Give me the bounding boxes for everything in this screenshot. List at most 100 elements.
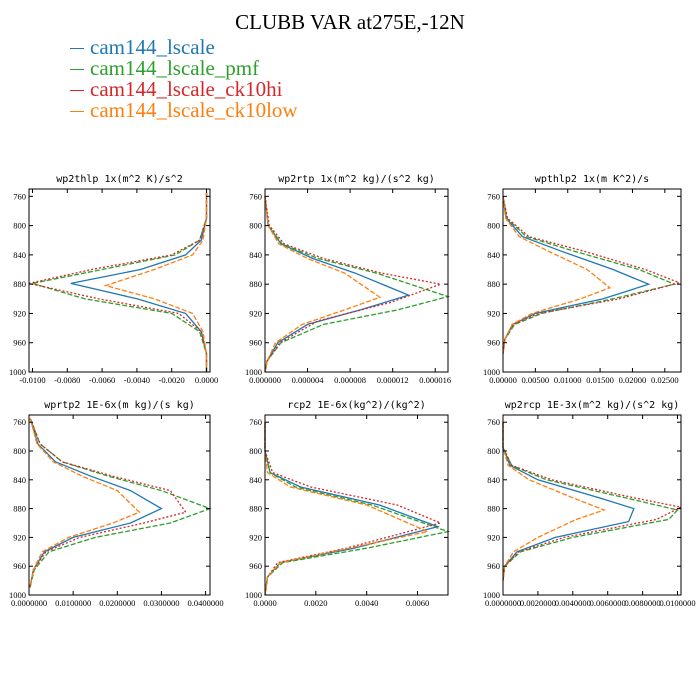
x-tick-label: -0.0020 (159, 375, 185, 385)
x-tick-label: 0.0000 (253, 598, 276, 608)
x-tick-label: 0.02000 (619, 375, 647, 385)
plot-frame (28, 188, 211, 373)
y-tick-label: 880 (487, 504, 500, 514)
legend: cam144_lscale cam144_lscale_pmf cam144_l… (70, 37, 298, 121)
legend-entry: cam144_lscale_ck10hi (70, 79, 298, 100)
y-tick-label: 1000 (483, 590, 500, 600)
series-line (264, 422, 443, 596)
series-line (264, 196, 411, 373)
chart-title: wprtp2 1E-6x(m kg)/(s kg) (44, 400, 195, 411)
page-title: CLUBB VAR at275E,-12N (235, 10, 465, 34)
x-tick-label: 0.0020 (304, 598, 327, 608)
y-tick-label: 960 (249, 338, 262, 348)
y-tick-label: 800 (487, 446, 500, 456)
x-tick-label: 0.000012 (377, 375, 409, 385)
y-tick-label: 1000 (9, 367, 26, 377)
x-tick-label: 0.0100000 (55, 598, 91, 608)
chart-panel: rcp2 1E-6x(kg^2)/(kg^2) 760 800 840 880 920 96… (245, 400, 451, 608)
x-tick-label: 0.0000 (195, 375, 218, 385)
y-tick-label: 800 (249, 446, 262, 456)
x-tick-label: 0.000016 (419, 375, 451, 385)
x-tick-label: -0.0080 (54, 375, 80, 385)
series-line (502, 196, 612, 354)
y-tick-label: 880 (249, 279, 262, 289)
chart-title: wpthlp2 1x(m K^2)/s (535, 174, 649, 185)
legend-label: cam144_lscale_ck10hi (90, 77, 283, 101)
series-line (502, 196, 651, 354)
legend-label: cam144_lscale_pmf (90, 56, 260, 80)
series-line (264, 196, 444, 373)
y-tick-label: 800 (13, 446, 26, 456)
chart-panel: wprtp2 1E-6x(m kg)/(s kg) 760 800 840 880 920… (9, 400, 224, 608)
y-tick-label: 960 (13, 561, 26, 571)
y-tick-label: 800 (249, 221, 262, 231)
series-line (502, 196, 677, 354)
y-tick-label: 920 (249, 308, 262, 318)
y-tick-label: 1000 (9, 590, 26, 600)
x-tick-label: 0.0060000 (590, 598, 626, 608)
series-line (502, 422, 635, 581)
x-tick-label: 0.0020000 (520, 598, 556, 608)
y-tick-label: 840 (249, 250, 262, 260)
x-tick-label: 0.0040000 (555, 598, 591, 608)
series-line (29, 418, 212, 588)
x-tick-label: -0.0040 (124, 375, 150, 385)
y-tick-label: 760 (487, 417, 500, 427)
series-line (264, 196, 382, 373)
series-line (264, 422, 451, 596)
y-tick-label: 760 (13, 191, 26, 201)
y-tick-label: 880 (249, 504, 262, 514)
legend-label: cam144_lscale (90, 35, 215, 59)
chart-panel: wpthlp2 1x(m K^2)/s 760 800 840 880 920 960 100… (483, 174, 682, 385)
y-tick-label: 960 (487, 338, 500, 348)
y-tick-label: 800 (13, 221, 26, 231)
x-tick-label: 0.00000 (489, 375, 517, 385)
y-tick-label: 920 (487, 532, 500, 542)
x-tick-label: 0.02500 (651, 375, 679, 385)
series-line (264, 422, 430, 596)
y-tick-label: 1000 (483, 367, 500, 377)
chart-title: rcp2 1E-6x(kg^2)/(kg^2) (287, 400, 425, 411)
y-tick-label: 920 (249, 532, 262, 542)
legend-swatch (70, 110, 84, 112)
x-tick-label: 0.01000 (554, 375, 582, 385)
y-tick-label: 840 (249, 475, 262, 485)
chart-title: wp2rcp 1E-3x(m^2 kg)/(s^2 kg) (505, 400, 680, 411)
y-tick-label: 760 (249, 191, 262, 201)
y-tick-label: 760 (487, 191, 500, 201)
series-line (502, 422, 683, 581)
plot-frame (264, 414, 449, 596)
x-tick-label: 0.0100000 (659, 598, 695, 608)
x-tick-label: 0.0200000 (99, 598, 135, 608)
series-line (70, 192, 208, 372)
x-tick-label: 0.000004 (292, 375, 325, 385)
plot-frame (264, 188, 449, 373)
series-line (502, 422, 679, 581)
x-tick-label: 0.01500 (586, 375, 614, 385)
chart-title: wp2rtp 1x(m^2 kg)/(s^2 kg) (278, 174, 435, 185)
y-tick-label: 880 (13, 504, 26, 514)
series-line (264, 196, 451, 373)
x-tick-label: 0.0060 (406, 598, 429, 608)
y-tick-label: 840 (13, 250, 26, 260)
chart-panel: wp2thlp 1x(m^2 K)/s^2 760 800 840 880 920 960 1… (9, 174, 218, 385)
series-line (264, 422, 440, 596)
legend-entry: cam144_lscale_pmf (70, 58, 298, 79)
legend-swatch (70, 68, 84, 70)
y-tick-label: 960 (249, 561, 262, 571)
y-tick-label: 840 (13, 475, 26, 485)
chart-panel: wp2rtp 1x(m^2 kg)/(s^2 kg) 760 800 840 880 92… (245, 174, 451, 385)
series-line (28, 192, 208, 372)
x-tick-label: 0.0000000 (11, 598, 47, 608)
x-tick-label: 0.000008 (334, 375, 366, 385)
x-tick-label: 0.000000 (249, 375, 281, 385)
y-tick-label: 840 (487, 250, 500, 260)
series-line (29, 418, 187, 588)
y-tick-label: 1000 (245, 590, 262, 600)
y-tick-label: 800 (487, 221, 500, 231)
y-tick-label: 880 (487, 279, 500, 289)
legend-entry: cam144_lscale_ck10low (70, 100, 298, 121)
chart-panel: wp2rcp 1E-3x(m^2 kg)/(s^2 kg) 760 800 840 88… (483, 400, 696, 608)
series-line (502, 196, 682, 354)
